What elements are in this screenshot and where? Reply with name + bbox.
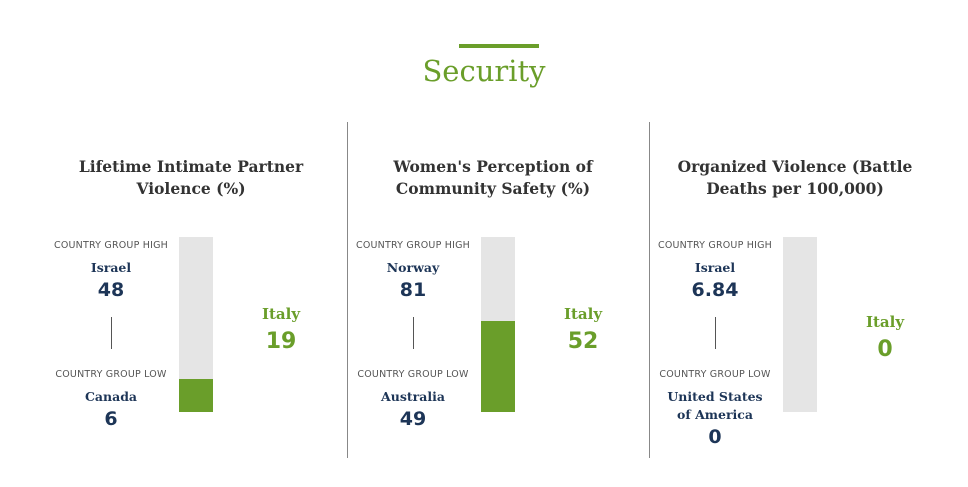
low-label: COUNTRY GROUP LOW [659,369,771,380]
high-label: COUNTRY GROUP HIGH [658,240,772,251]
divider [347,122,348,458]
high-country: Israel [90,260,132,275]
bar-track [783,237,817,412]
low-value: 6 [104,408,118,430]
indicator-panel: Women's Perception of Community Safety (… [343,150,643,470]
low-label: COUNTRY GROUP LOW [357,369,469,380]
bar-fill [179,378,213,412]
low-country: Canada [84,389,138,404]
section-title: Security [422,54,546,88]
low-value: 49 [399,408,427,430]
range-connector [412,317,414,349]
group-range: COUNTRY GROUP HIGH Norway 81 COUNTRY GRO… [343,240,483,430]
country-name: Italy [261,305,301,323]
high-value: 6.84 [691,279,739,301]
low-country: United States of America [667,389,763,422]
indicator-panel: Lifetime Intimate Partner Violence (%) C… [41,150,341,470]
indicator-title: Organized Violence (Battle Deaths per 10… [677,157,913,198]
high-country: Norway [386,260,440,275]
high-label: COUNTRY GROUP HIGH [54,240,168,251]
high-country: Israel [694,260,736,275]
high-value: 81 [399,279,427,301]
group-range: COUNTRY GROUP HIGH Israel 6.84 COUNTRY G… [645,240,785,448]
low-country: Australia [381,389,445,404]
country-result: Italy 0 [835,313,935,362]
country-value: 52 [567,329,599,354]
indicator-title: Women's Perception of Community Safety (… [393,157,593,198]
range-connector [110,317,112,349]
indicator-panel: Organized Violence (Battle Deaths per 10… [645,150,945,470]
country-value: 0 [877,337,893,362]
country-value: 19 [265,329,297,354]
divider [649,122,650,458]
high-value: 48 [97,279,125,301]
high-label: COUNTRY GROUP HIGH [356,240,470,251]
indicator-title: Lifetime Intimate Partner Violence (%) [78,157,304,198]
bar-track [481,237,515,412]
group-range: COUNTRY GROUP HIGH Israel 48 COUNTRY GRO… [41,240,181,430]
country-name: Italy [563,305,603,323]
country-result: Italy 19 [231,305,331,354]
title-accent-bar [459,44,539,48]
bar-track [179,237,213,412]
low-value: 0 [708,426,722,448]
low-label: COUNTRY GROUP LOW [55,369,167,380]
country-result: Italy 52 [533,305,633,354]
range-connector [714,317,716,349]
bar-fill [481,321,515,412]
country-name: Italy [865,313,905,331]
